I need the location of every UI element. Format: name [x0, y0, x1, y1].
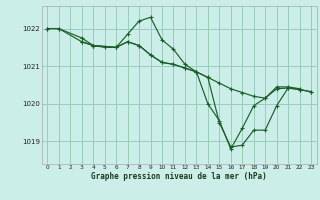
- X-axis label: Graphe pression niveau de la mer (hPa): Graphe pression niveau de la mer (hPa): [91, 172, 267, 181]
